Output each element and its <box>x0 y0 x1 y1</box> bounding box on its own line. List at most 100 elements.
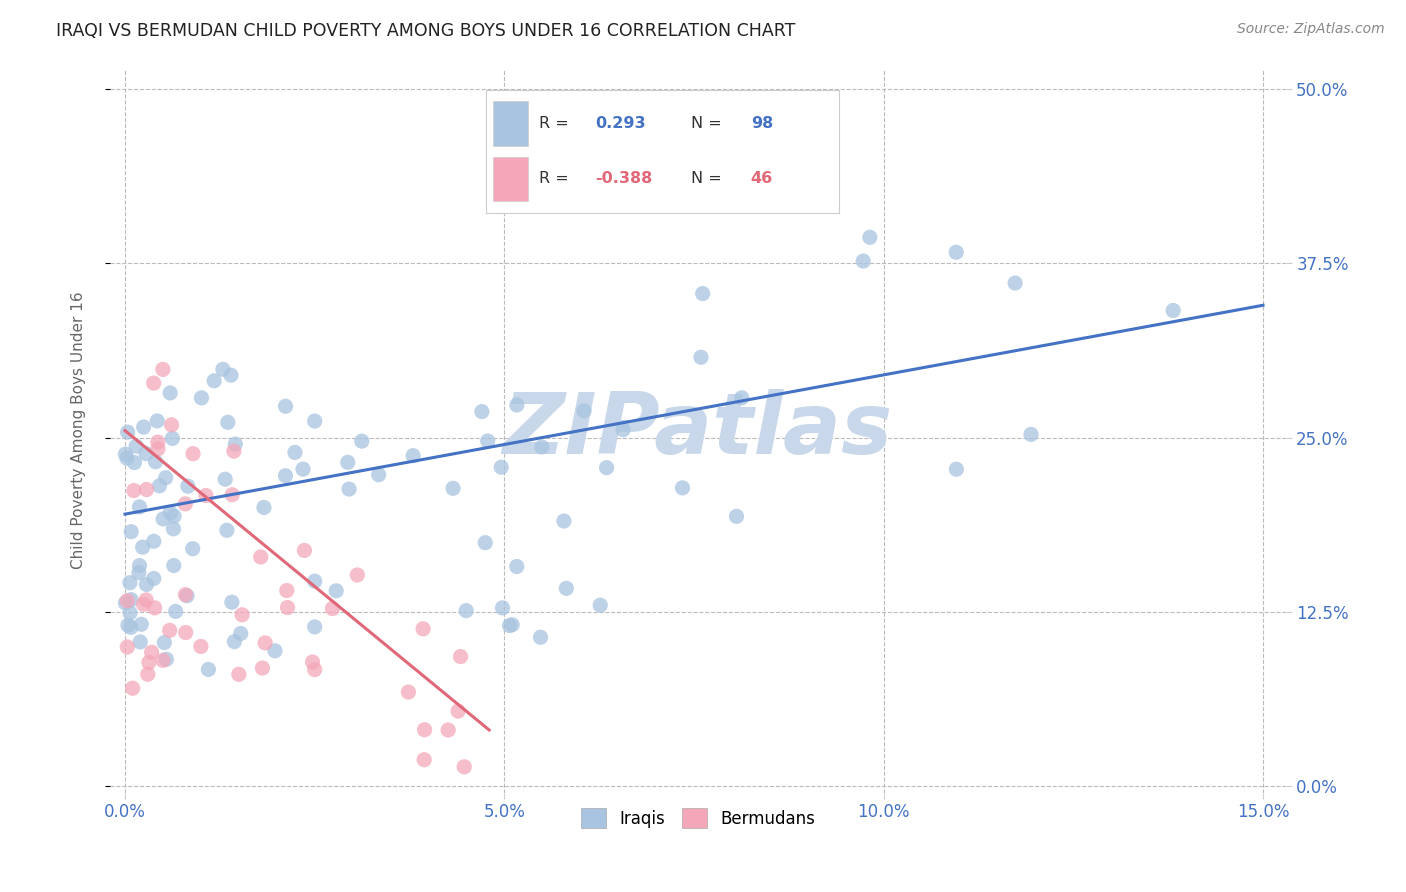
Point <box>346 568 368 582</box>
Point <box>190 640 212 654</box>
Point <box>254 636 277 650</box>
Point <box>162 522 184 536</box>
Point <box>160 417 183 432</box>
Point <box>325 583 347 598</box>
Point <box>135 483 157 497</box>
Point <box>136 667 159 681</box>
Point <box>224 634 246 648</box>
Point <box>731 391 754 405</box>
Point <box>859 230 882 244</box>
Point <box>441 481 464 495</box>
Point <box>141 645 163 659</box>
Point <box>304 620 326 634</box>
Point <box>301 655 323 669</box>
Point <box>129 635 152 649</box>
Point <box>174 588 197 602</box>
Point <box>453 760 475 774</box>
Point <box>229 626 252 640</box>
Point <box>1019 427 1042 442</box>
Point <box>146 435 169 450</box>
Point <box>945 462 967 476</box>
Point <box>145 455 167 469</box>
Point <box>292 462 315 476</box>
Point <box>128 566 150 580</box>
Point <box>128 500 150 514</box>
Point <box>142 572 165 586</box>
Point <box>152 362 174 376</box>
Point <box>152 653 174 667</box>
Point <box>148 479 170 493</box>
Point <box>222 444 245 458</box>
Point <box>553 514 575 528</box>
Point <box>477 434 499 448</box>
Point <box>555 582 578 596</box>
Point <box>128 558 150 573</box>
Point <box>1004 276 1026 290</box>
Point <box>125 439 148 453</box>
Point <box>589 598 612 612</box>
Point <box>202 374 225 388</box>
Point <box>153 635 176 649</box>
Point <box>159 506 181 520</box>
Point <box>336 455 359 469</box>
Point <box>506 559 529 574</box>
Point <box>197 663 219 677</box>
Point <box>456 604 478 618</box>
Point <box>690 351 713 365</box>
Point <box>163 558 186 573</box>
Point <box>120 592 142 607</box>
Point <box>367 467 389 482</box>
Point <box>321 601 343 615</box>
Point <box>412 622 434 636</box>
Point <box>174 625 197 640</box>
Point <box>215 523 238 537</box>
Point <box>120 524 142 539</box>
Point <box>595 460 617 475</box>
Point <box>252 661 274 675</box>
Point <box>294 543 316 558</box>
Point <box>506 398 529 412</box>
Point <box>190 391 212 405</box>
Point <box>224 437 246 451</box>
Point <box>155 471 177 485</box>
Y-axis label: Child Poverty Among Boys Under 16: Child Poverty Among Boys Under 16 <box>72 292 86 569</box>
Point <box>852 254 875 268</box>
Point <box>152 512 174 526</box>
Point <box>124 456 146 470</box>
Point <box>274 399 297 413</box>
Point <box>471 404 494 418</box>
Point <box>219 368 242 383</box>
Point <box>277 600 299 615</box>
Text: IRAQI VS BERMUDAN CHILD POVERTY AMONG BOYS UNDER 16 CORRELATION CHART: IRAQI VS BERMUDAN CHILD POVERTY AMONG BO… <box>56 22 796 40</box>
Point <box>176 589 198 603</box>
Text: ZIPatlas: ZIPatlas <box>503 389 893 472</box>
Point <box>135 446 157 460</box>
Point <box>437 723 460 737</box>
Point <box>114 596 136 610</box>
Point <box>177 479 200 493</box>
Point <box>159 386 181 401</box>
Point <box>396 685 419 699</box>
Point <box>304 574 326 589</box>
Point <box>143 600 166 615</box>
Point <box>194 489 217 503</box>
Point <box>572 404 595 418</box>
Point <box>671 481 693 495</box>
Point <box>413 723 436 737</box>
Point <box>118 606 141 620</box>
Point <box>163 509 186 524</box>
Point <box>214 472 236 486</box>
Point <box>221 488 243 502</box>
Point <box>304 663 326 677</box>
Point <box>122 483 145 498</box>
Point <box>612 423 634 437</box>
Point <box>159 624 181 638</box>
Point <box>155 652 177 666</box>
Point <box>529 630 551 644</box>
Point <box>249 549 271 564</box>
Point <box>117 425 139 439</box>
Point <box>115 451 138 466</box>
Point <box>121 681 143 696</box>
Point <box>120 620 142 634</box>
Point <box>304 414 326 428</box>
